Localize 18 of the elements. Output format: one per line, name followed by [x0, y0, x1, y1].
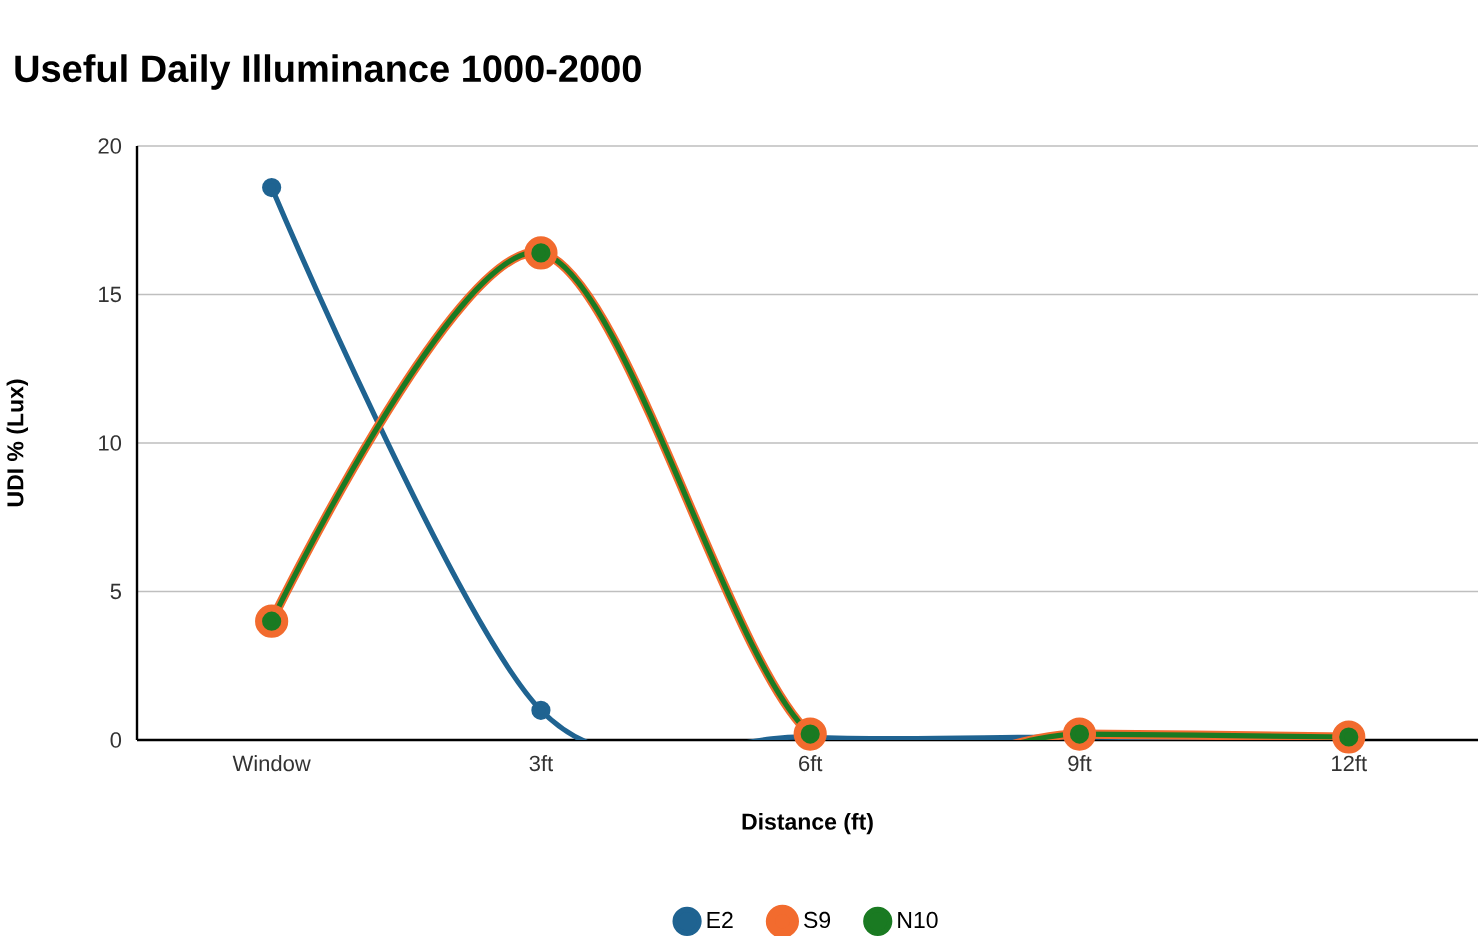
y-tick-label: 0: [110, 732, 122, 748]
x-tick-label: 6ft: [799, 755, 823, 772]
legend-label: E2: [707, 911, 733, 928]
point: [262, 177, 282, 198]
y-tick-label: 5: [110, 583, 121, 600]
y-axis-title: UDI % (Lux): [6, 379, 29, 507]
x-tick-label: 12ft: [1332, 755, 1367, 772]
x-tick-label: 9ft: [1068, 755, 1092, 772]
y-tick-label: 10: [99, 435, 122, 451]
legend-label: S9: [804, 911, 831, 929]
x-tick-label: Window: [232, 755, 311, 772]
point: [531, 700, 551, 720]
x-axis-title: Distance (ft): [742, 812, 873, 835]
y-tick-label: 15: [99, 286, 121, 303]
chart-title: Useful Daily Illuminance 1000-2000: [15, 54, 641, 90]
x-tick-label: 3ft: [529, 755, 553, 772]
legend-label: N10: [898, 911, 938, 929]
y-tick-label: 20: [98, 138, 122, 154]
